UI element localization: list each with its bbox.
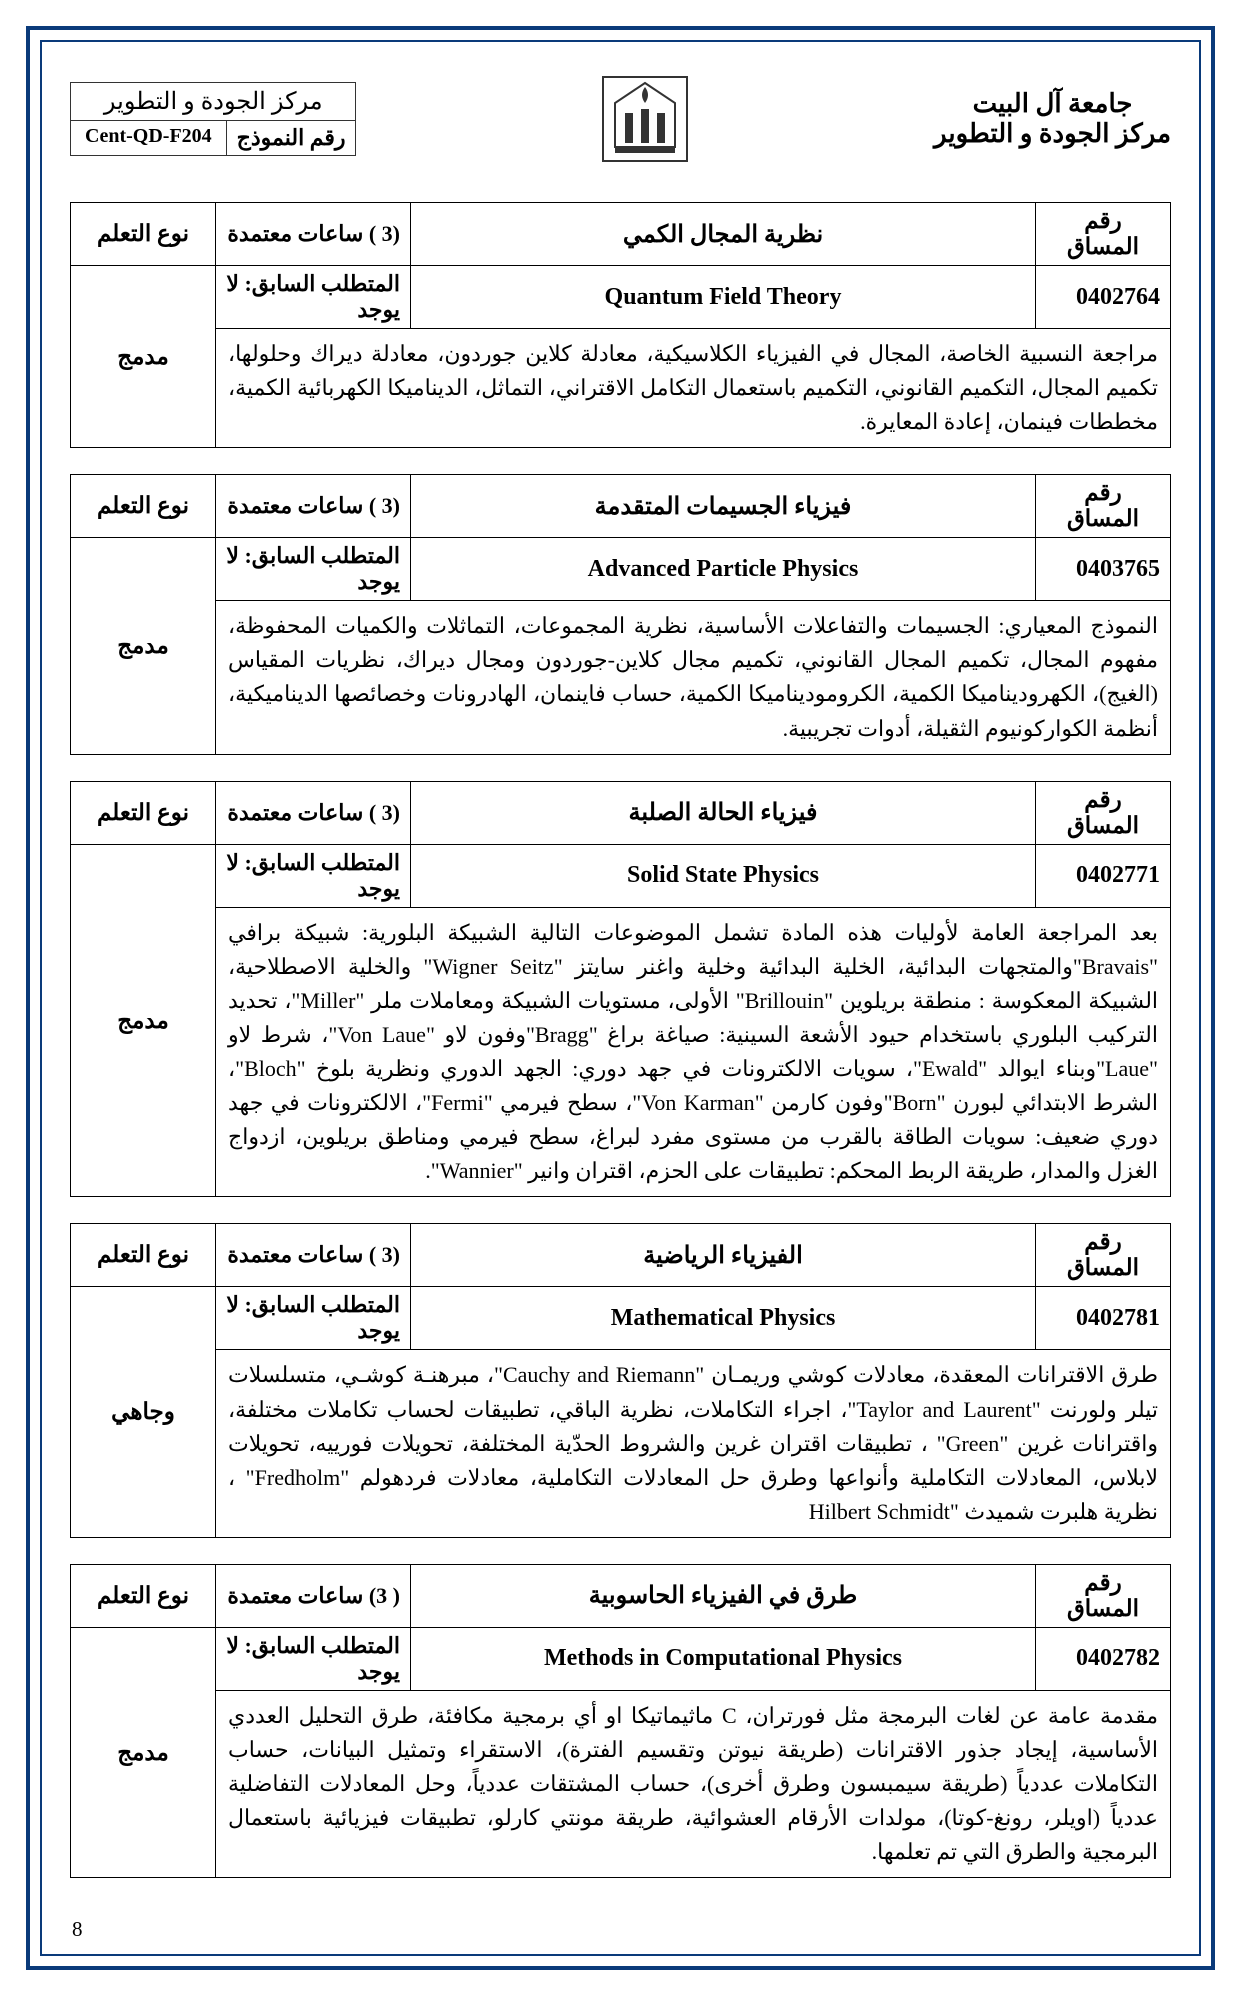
course-code: 0402781 (1036, 1287, 1171, 1350)
course-code: 0402764 (1036, 266, 1171, 329)
course-description: طرق الاقترانات المعقدة، معادلات كوشي وري… (216, 1350, 1171, 1537)
credit-hours: ( 3) ساعات معتمدة (216, 1564, 411, 1627)
course-table: رقم المساق نظرية المجال الكمي (3 ) ساعات… (70, 202, 1171, 448)
university-name: جامعة آل البيت (934, 89, 1171, 119)
center-name: مركز الجودة و التطوير (71, 83, 355, 121)
learning-type-label: نوع التعلم (71, 781, 216, 844)
learning-type-label: نوع التعلم (71, 1564, 216, 1627)
university-center: مركز الجودة و التطوير (934, 119, 1171, 149)
learning-type: مدمج (71, 538, 216, 754)
course-title-en: Mathematical Physics (411, 1287, 1036, 1350)
learning-type-label: نوع التعلم (71, 1224, 216, 1287)
course-description: مراجعة النسبية الخاصة، المجال في الفيزيا… (216, 329, 1171, 448)
course-title-ar: طرق في الفيزياء الحاسوبية (411, 1564, 1036, 1627)
course-code: 0403765 (1036, 538, 1171, 601)
course-number-label: رقم المساق (1036, 781, 1171, 844)
learning-type-label: نوع التعلم (71, 203, 216, 266)
learning-type: مدمج (71, 266, 216, 448)
learning-type: وجاهي (71, 1287, 216, 1537)
credit-hours: (3 ) ساعات معتمدة (216, 1224, 411, 1287)
credit-hours: (3 ) ساعات معتمدة (216, 475, 411, 538)
course-title-ar: فيزياء الجسيمات المتقدمة (411, 475, 1036, 538)
university-logo (585, 64, 705, 174)
prerequisite: المتطلب السابق: لا يوجد (216, 844, 411, 907)
form-info-box: مركز الجودة و التطوير رقم النموذج Cent-Q… (70, 82, 356, 156)
prerequisite: المتطلب السابق: لا يوجد (216, 1287, 411, 1350)
course-number-label: رقم المساق (1036, 475, 1171, 538)
course-code: 0402782 (1036, 1627, 1171, 1690)
university-title-block: جامعة آل البيت مركز الجودة و التطوير (934, 89, 1171, 149)
course-table: رقم المساق فيزياء الحالة الصلبة (3 ) ساع… (70, 781, 1171, 1198)
course-table: رقم المساق الفيزياء الرياضية (3 ) ساعات … (70, 1223, 1171, 1537)
course-number-label: رقم المساق (1036, 203, 1171, 266)
course-title-ar: نظرية المجال الكمي (411, 203, 1036, 266)
course-code: 0402771 (1036, 844, 1171, 907)
course-description: بعد المراجعة العامة لأوليات هذه المادة ت… (216, 907, 1171, 1197)
learning-type: مدمج (71, 844, 216, 1197)
prerequisite: المتطلب السابق: لا يوجد (216, 266, 411, 329)
course-title-en: Quantum Field Theory (411, 266, 1036, 329)
course-table: رقم المساق طرق في الفيزياء الحاسوبية ( 3… (70, 1564, 1171, 1878)
course-title-en: Advanced Particle Physics (411, 538, 1036, 601)
form-code: Cent-QD-F204 (71, 121, 226, 155)
course-title-en: Methods in Computational Physics (411, 1627, 1036, 1690)
course-description: مقدمة عامة عن لغات البرمجة مثل فورتران، … (216, 1690, 1171, 1877)
learning-type-label: نوع التعلم (71, 475, 216, 538)
course-title-ar: الفيزياء الرياضية (411, 1224, 1036, 1287)
page-number: 8 (72, 1917, 83, 1942)
learning-type: مدمج (71, 1627, 216, 1877)
course-description: النموذج المعياري: الجسيمات والتفاعلات ال… (216, 601, 1171, 754)
credit-hours: (3 ) ساعات معتمدة (216, 203, 411, 266)
course-table: رقم المساق فيزياء الجسيمات المتقدمة (3 )… (70, 474, 1171, 754)
page-header: مركز الجودة و التطوير رقم النموذج Cent-Q… (70, 64, 1171, 174)
prerequisite: المتطلب السابق: لا يوجد (216, 1627, 411, 1690)
course-title-en: Solid State Physics (411, 844, 1036, 907)
credit-hours: (3 ) ساعات معتمدة (216, 781, 411, 844)
prerequisite: المتطلب السابق: لا يوجد (216, 538, 411, 601)
course-number-label: رقم المساق (1036, 1224, 1171, 1287)
course-number-label: رقم المساق (1036, 1564, 1171, 1627)
course-title-ar: فيزياء الحالة الصلبة (411, 781, 1036, 844)
logo-icon (595, 69, 695, 169)
form-number-label: رقم النموذج (226, 121, 356, 155)
